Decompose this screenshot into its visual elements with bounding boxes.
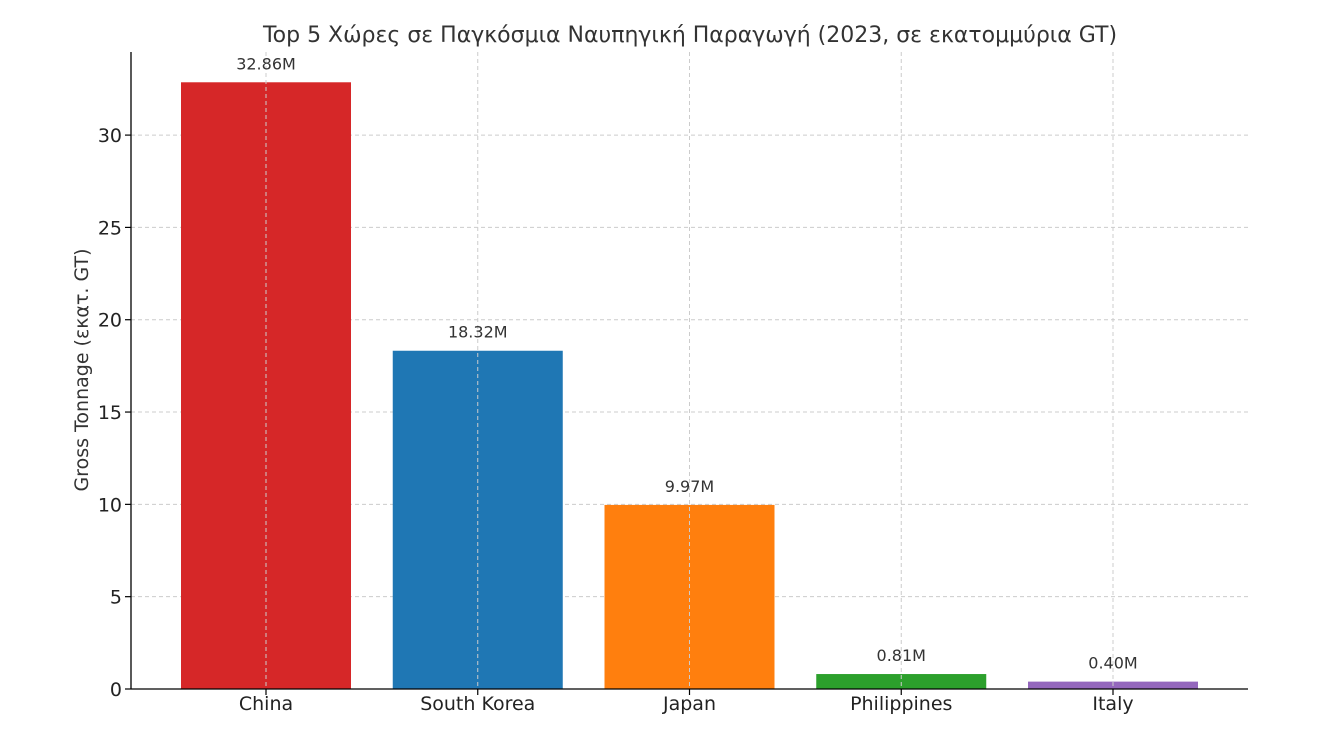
x-tick-label: Philippines: [850, 693, 952, 715]
bar-philippines: [816, 674, 987, 689]
y-tick-label: 25: [98, 217, 122, 239]
y-tick-label: 30: [98, 125, 122, 147]
bar-south-korea: [392, 350, 563, 689]
bars: [181, 82, 1198, 689]
x-tick-label: Italy: [1092, 693, 1133, 715]
y-tick-label: 15: [98, 402, 122, 424]
y-tick-label: 10: [98, 494, 122, 516]
y-tick-label: 20: [98, 310, 122, 332]
x-tick-label: Japan: [662, 693, 716, 715]
chart-title: Top 5 Χώρες σε Παγκόσμια Ναυπηγική Παραγ…: [262, 23, 1117, 48]
y-tick-label: 5: [110, 587, 122, 609]
y-tick-label: 0: [110, 679, 122, 701]
axes: [125, 52, 1248, 695]
data-label: 32.86M: [236, 54, 296, 73]
x-tick-label: South Korea: [420, 693, 535, 715]
data-label: 0.40M: [1088, 654, 1137, 673]
data-label: 9.97M: [665, 477, 714, 496]
x-tick-label: China: [239, 693, 293, 715]
y-axis-label: Gross Tonnage (εκατ. GT): [71, 248, 93, 491]
labels: 0 5 10 15 20 25 30 China 32.86M South Korea 18.32M…: [98, 54, 1138, 715]
data-label: 18.32M: [448, 323, 508, 342]
data-label: 0.81M: [877, 646, 926, 665]
